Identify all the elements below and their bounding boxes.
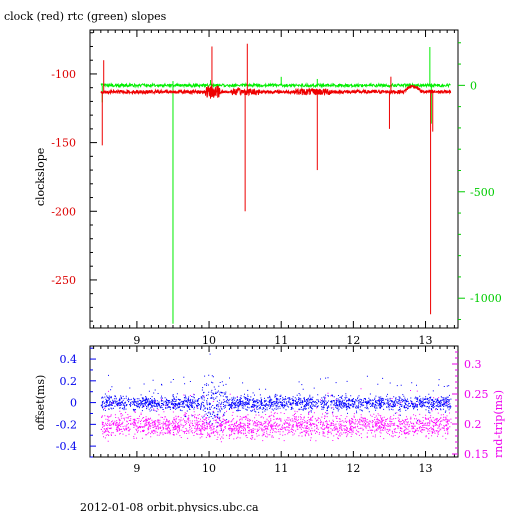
- x-tick-label: 11: [274, 462, 288, 475]
- y-left-tick-label: -0.2: [56, 418, 77, 431]
- x-tick-label: 13: [419, 334, 433, 347]
- x-tick-label: 10: [202, 334, 216, 347]
- y-left-tick-label: 0.2: [60, 375, 78, 388]
- offset-roundtrip-plot: 9 10 11 12 13 0.4 0.2 0 -0.2 -0.4 offset(ms) 0.3 0.2…: [34, 345, 505, 475]
- slopes-plot: 9 10 11 12 13 -100 -150 -200 -250 clockslope 0 -500…: [34, 29, 502, 347]
- x-tick-label: 11: [274, 334, 288, 347]
- y-right-tick-label: 0.25: [464, 388, 489, 401]
- y-left-tick-label: -0.4: [56, 440, 77, 453]
- y-left-axis-label: clockslope: [34, 148, 47, 206]
- y-right-tick-label: -500: [470, 186, 495, 199]
- y-right-axis-label: rnd-trip(ms): [492, 390, 505, 458]
- top-plot-frame: [89, 29, 459, 329]
- y-left-tick-label: -150: [51, 137, 76, 150]
- x-tick-label: 10: [202, 462, 216, 475]
- rtc-series-line: [100, 81, 451, 89]
- y-right-tick-label: 0.2: [464, 418, 482, 431]
- y-left-tick-label: 0.4: [60, 353, 78, 366]
- x-tick-label: 12: [346, 334, 360, 347]
- y-right-tick-label: 0: [470, 79, 477, 92]
- footer-caption: 2012-01-08 orbit.physics.ubc.ca: [80, 501, 259, 512]
- y-right-tick-label: 0.15: [464, 448, 489, 461]
- x-tick-label: 9: [133, 462, 140, 475]
- x-tick-label: 13: [419, 462, 433, 475]
- y-left-tick-label: 0: [70, 397, 77, 410]
- chart-title: clock (red) rtc (green) slopes: [4, 10, 167, 23]
- y-left-tick-label: -100: [51, 68, 76, 81]
- y-left-tick-label: -250: [51, 274, 76, 287]
- x-tick-label: 9: [133, 334, 140, 347]
- y-right-tick-label: 0.3: [464, 358, 482, 371]
- clock-series-line: [100, 84, 452, 98]
- x-tick-label: 12: [346, 462, 360, 475]
- y-left-axis-label: offset(ms): [34, 375, 47, 431]
- y-right-tick-label: -1000: [470, 292, 502, 305]
- y-left-tick-label: -200: [51, 205, 76, 218]
